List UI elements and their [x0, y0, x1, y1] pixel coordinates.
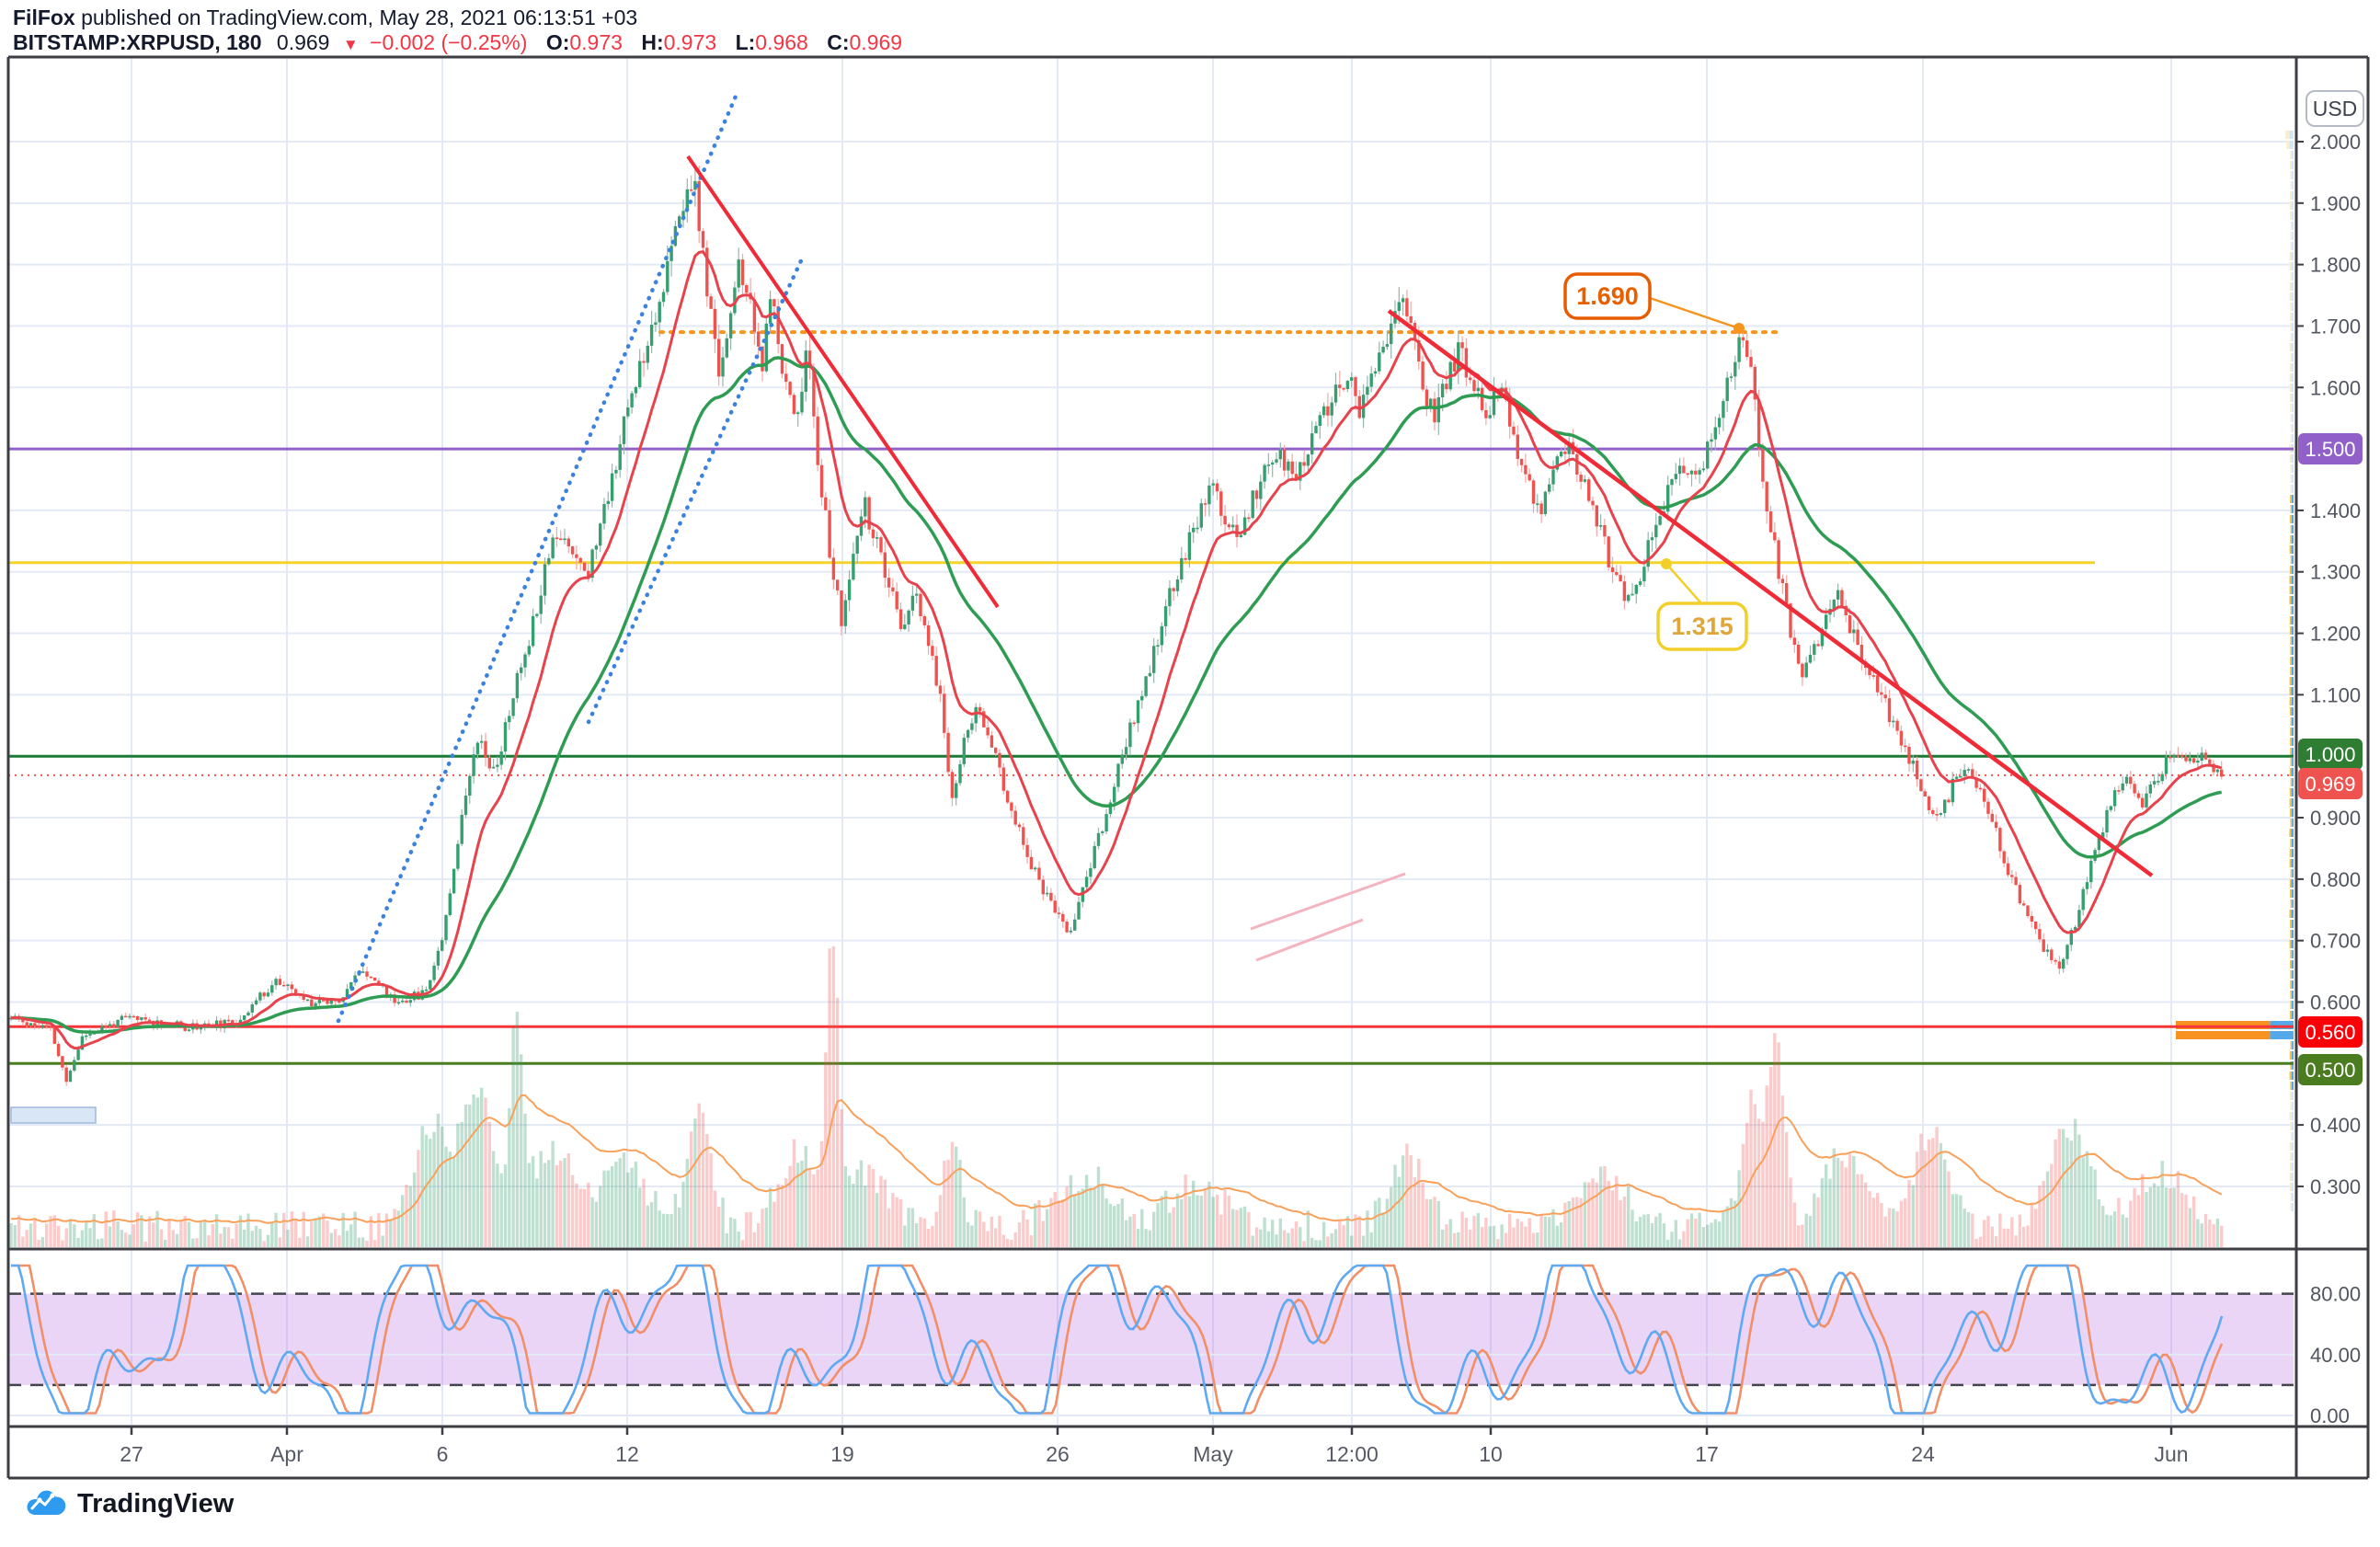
- open-label: O:: [545, 30, 570, 54]
- price-axis-label: 0.800: [2310, 868, 2361, 891]
- price-axis-label: 0.900: [2310, 807, 2361, 830]
- trendlines[interactable]: [336, 89, 2154, 1024]
- price-axis-label: 0.700: [2310, 930, 2361, 953]
- price-axis-label: 0.400: [2310, 1114, 2361, 1137]
- price-badge-label: 1.500: [2305, 438, 2355, 461]
- price-axis-label: 1.700: [2310, 315, 2361, 338]
- close-value: 0.969: [849, 30, 903, 54]
- author-name: FilFox: [13, 6, 75, 29]
- callout-anchor-dot: [1661, 558, 1672, 569]
- candlestick-series[interactable]: [9, 166, 2224, 1086]
- trendline-5[interactable]: [1255, 918, 1364, 962]
- callout-label: 1.690: [1576, 282, 1639, 310]
- price-axis[interactable]: 2.000 1.900 1.800 1.700 1.600 1.400 1.300 1.200…: [2296, 90, 2364, 1427]
- callout-box-1.690[interactable]: [1563, 272, 1652, 320]
- time-axis-label-10: 10: [1479, 1442, 1503, 1466]
- trendline-4[interactable]: [1250, 872, 1406, 931]
- time-axis-label-27: 27: [120, 1442, 143, 1466]
- price-axis-label: 1.400: [2310, 499, 2361, 522]
- price-axis-label: 1.300: [2310, 561, 2361, 584]
- price-badge-1.500: [2298, 433, 2363, 464]
- time-axis[interactable]: 27 Apr 6 12 19 26 May 12:00 10 17 24 Jun: [120, 1427, 2189, 1466]
- stoch-axis-label: 80.00: [2310, 1283, 2361, 1306]
- time-axis-label-May: May: [1193, 1442, 1233, 1466]
- level-lines[interactable]: [8, 330, 2294, 1065]
- time-axis-label-17: 17: [1695, 1442, 1719, 1466]
- low-label: L:: [735, 30, 756, 54]
- last-price: 0.969: [276, 30, 330, 54]
- volume-ma-line[interactable]: [11, 1094, 2223, 1224]
- byline: FilFox published on TradingView.com, May…: [13, 6, 637, 30]
- callout-box-1.315[interactable]: [1656, 602, 1748, 651]
- price-change: −0.002 (−0.25%): [370, 30, 528, 54]
- trendline-3[interactable]: [1387, 309, 2154, 877]
- currency-button-label: USD: [2313, 97, 2358, 120]
- price-axis-label: 1.100: [2310, 683, 2361, 706]
- tradingview-logo[interactable]: TradingView: [24, 1488, 234, 1519]
- price-badge-0.560: [2298, 1016, 2363, 1048]
- stochastic-pane[interactable]: [8, 1264, 2294, 1416]
- price-axis-label: 0.300: [2310, 1175, 2361, 1198]
- time-axis-label-19: 19: [830, 1442, 854, 1466]
- price-badge-label: 0.500: [2305, 1059, 2355, 1082]
- ma-red-line[interactable]: [10, 250, 2223, 1050]
- time-axis-label-Jun: Jun: [2154, 1442, 2188, 1466]
- price-badge-label: 0.560: [2305, 1021, 2355, 1044]
- price-axis-label: 1.600: [2310, 376, 2361, 399]
- symbol-title[interactable]: BITSTAMP:XRPUSD, 180: [13, 30, 262, 54]
- trendline-2[interactable]: [686, 155, 1000, 609]
- callout-label: 1.315: [1671, 613, 1734, 640]
- support-zone-box[interactable]: [10, 1106, 97, 1124]
- open-value: 0.973: [569, 30, 623, 54]
- stoch-axis-label: 40.00: [2310, 1344, 2361, 1367]
- price-badge-1.000: [2298, 739, 2363, 770]
- pane-borders: [6, 55, 2370, 1480]
- price-badge-label: 1.000: [2305, 743, 2355, 766]
- down-triangle-icon: ▼: [342, 36, 359, 53]
- stoch-k-line[interactable]: [11, 1264, 2224, 1415]
- stoch-d-line[interactable]: [11, 1264, 2224, 1415]
- tradingview-logo-text: TradingView: [77, 1488, 235, 1518]
- stoch-axis-label: 0.00: [2310, 1404, 2350, 1427]
- trendline-0[interactable]: [336, 89, 740, 1024]
- ma-green-line[interactable]: [10, 356, 2222, 1034]
- price-axis-label: 1.200: [2310, 623, 2361, 646]
- time-axis-label-6: 6: [437, 1442, 449, 1466]
- price-axis-label: 1.900: [2310, 192, 2361, 215]
- low-value: 0.968: [755, 30, 808, 54]
- callout-anchor-dot: [1734, 323, 1745, 334]
- callouts[interactable]: 1.690 1.315: [1563, 272, 1748, 651]
- currency-button[interactable]: [2306, 90, 2364, 127]
- price-axis-label: 0.600: [2310, 991, 2361, 1014]
- time-axis-label-24: 24: [1911, 1442, 1935, 1466]
- price-badge-0.500: [2298, 1054, 2363, 1085]
- high-value: 0.973: [663, 30, 717, 54]
- symbol-legend: BITSTAMP:XRPUSD, 180 0.969 ▼ −0.002 (−0.…: [13, 30, 902, 55]
- stoch-band: [8, 1293, 2294, 1385]
- volume-profile[interactable]: [2176, 131, 2294, 1211]
- byline-text: published on TradingView.com, May 28, 20…: [74, 6, 638, 29]
- price-badge-0.969: [2298, 768, 2363, 799]
- time-axis-label-12: 12: [615, 1442, 639, 1466]
- high-label: H:: [641, 30, 664, 54]
- time-axis-label-26: 26: [1046, 1442, 1070, 1466]
- time-axis-label-Apr: Apr: [270, 1442, 303, 1466]
- close-label: C:: [827, 30, 850, 54]
- trendline-1[interactable]: [586, 252, 807, 725]
- volume-series: [9, 945, 2224, 1247]
- time-axis-label-12:00: 12:00: [1325, 1442, 1379, 1466]
- tradingview-cloud-icon: [27, 1490, 66, 1516]
- price-axis-label: 2.000: [2310, 131, 2361, 154]
- price-axis-label: 1.800: [2310, 254, 2361, 277]
- price-badge-label: 0.969: [2305, 773, 2355, 796]
